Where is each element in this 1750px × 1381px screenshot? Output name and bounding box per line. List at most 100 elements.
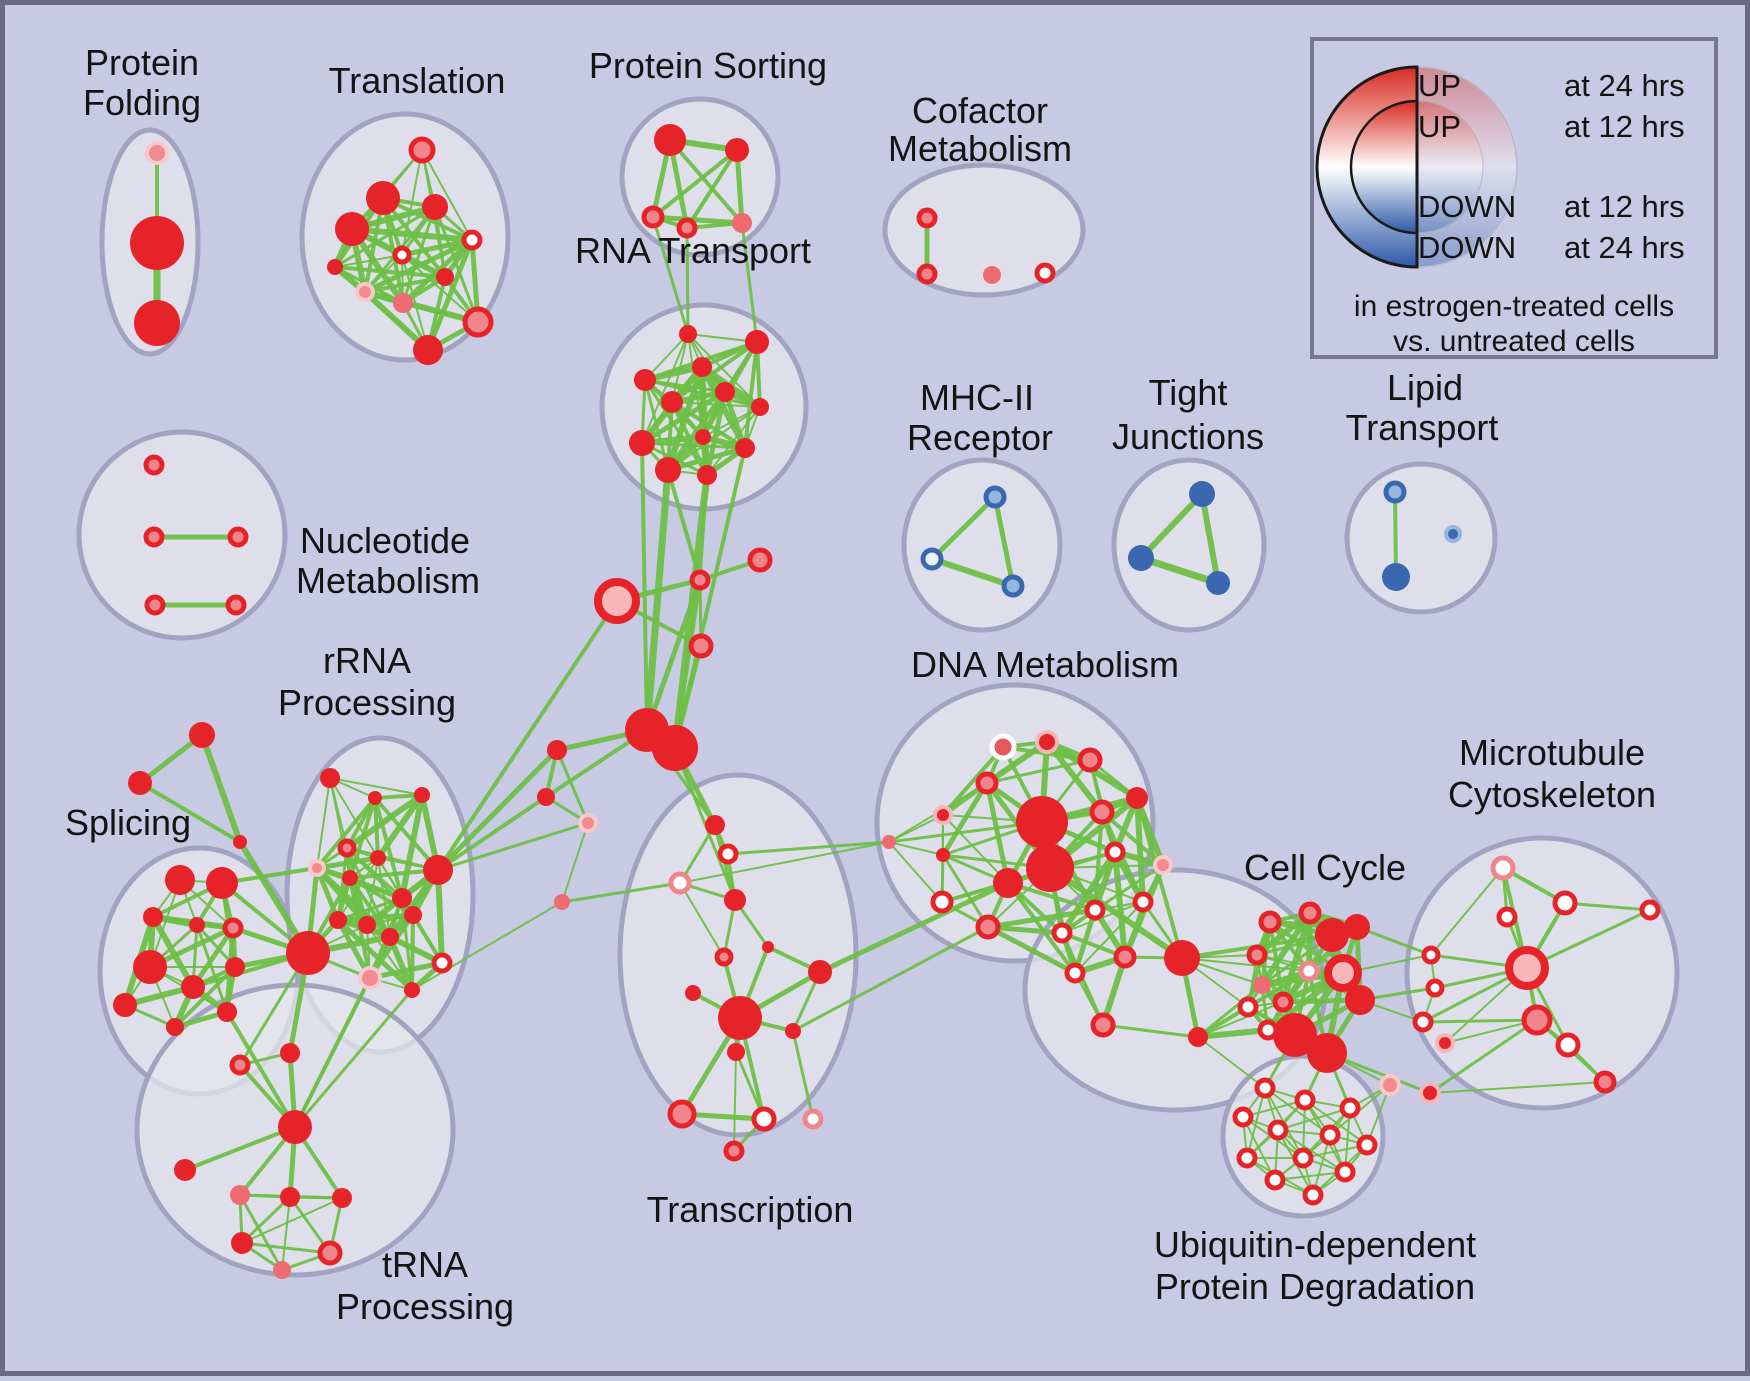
network-node [368,791,382,805]
network-node [1126,787,1148,809]
network-edge [888,841,943,903]
network-edge [1429,1081,1606,1094]
network-node [227,526,249,548]
network-node [1237,996,1259,1018]
network-node [189,722,215,748]
network-node [667,1099,697,1129]
cluster-label-cofactor: Metabolism [888,128,1072,169]
network-edge [1259,910,1313,988]
cluster-lipid_transport [1344,461,1498,615]
network-node [278,1110,312,1144]
network-node [1505,946,1549,990]
network-node [1084,899,1106,921]
network-edge [888,841,944,856]
network-node [1035,730,1059,754]
network-edge [314,855,381,871]
network-node [404,906,422,924]
network-edge [650,214,745,226]
legend-direction-label: DOWN [1418,189,1517,224]
network-edge [1101,1023,1200,1039]
network-node [654,124,686,156]
network-node [1639,899,1661,921]
network-edge [1006,881,1077,975]
network-edge [183,1125,297,1172]
network-edge [315,796,377,870]
network-edge [336,896,404,922]
network-node [225,957,245,977]
network-node [975,771,999,795]
network-node [916,263,938,285]
network-edge [344,792,425,851]
network-node [1307,1033,1347,1073]
network-edge [400,237,475,306]
network-node [280,1043,300,1063]
cluster-label-nucleotide: Nucleotide [300,520,470,561]
network-node [751,398,769,416]
network-edge [702,406,761,438]
network-node [327,259,343,275]
network-node [554,894,570,910]
network-node [332,1188,352,1208]
network-edge [375,792,425,861]
network-node [1298,960,1320,982]
network-node [1064,962,1086,984]
network-edge [1195,1027,1271,1040]
network-node [144,594,166,616]
network-node [231,1232,253,1254]
cluster-label-protein_folding: Folding [83,82,201,123]
network-node [1315,918,1349,952]
network-edge [1197,1036,1266,1089]
network-node [655,457,681,483]
network-edge [387,934,415,993]
network-edge [1525,908,1652,970]
network-edge [1280,910,1313,1005]
network-node [578,813,598,833]
cluster-label-rrna: rRNA [323,640,411,681]
network-node [688,633,714,659]
network-edge [929,494,998,562]
network-node [1425,978,1445,998]
network-node [1034,262,1056,284]
network-edge [334,254,403,268]
network-node [165,865,195,895]
network-edge [425,237,475,353]
network-edge [1444,1019,1538,1044]
network-edge [984,739,1050,786]
cluster-label-cofactor: Cofactor [912,90,1048,131]
network-node [1264,1169,1286,1191]
network-node [1345,985,1375,1015]
network-node [1001,574,1025,598]
network-node [230,1185,250,1205]
network-node [143,526,165,548]
network-edge [651,215,690,336]
network-edge [1044,739,1105,815]
network-edge [1302,1144,1368,1159]
network-edge [238,1193,284,1272]
network-edge [435,867,445,966]
network-node [933,805,953,825]
network-nodes [113,124,1661,1279]
network-node [1188,1027,1208,1047]
network-node [718,996,762,1040]
network-node [1253,976,1271,994]
network-edge [138,781,242,844]
network-edge [743,340,759,450]
network-edge [1393,490,1398,579]
network-node [413,335,443,365]
network-node [189,917,205,933]
legend-direction-label: DOWN [1418,230,1517,265]
cluster-label-ubiquitin: Ubiquitin-dependent [1154,1224,1476,1265]
network-edge [411,901,563,991]
network-node [1496,906,1518,928]
network-node [882,835,896,849]
network-edge [1135,796,1184,960]
network-node [802,1108,824,1130]
network-node [1419,1082,1441,1104]
network-node [547,740,567,760]
network-node [280,1187,300,1207]
network-node [714,947,734,967]
cluster-label-rrna: Processing [278,682,456,723]
